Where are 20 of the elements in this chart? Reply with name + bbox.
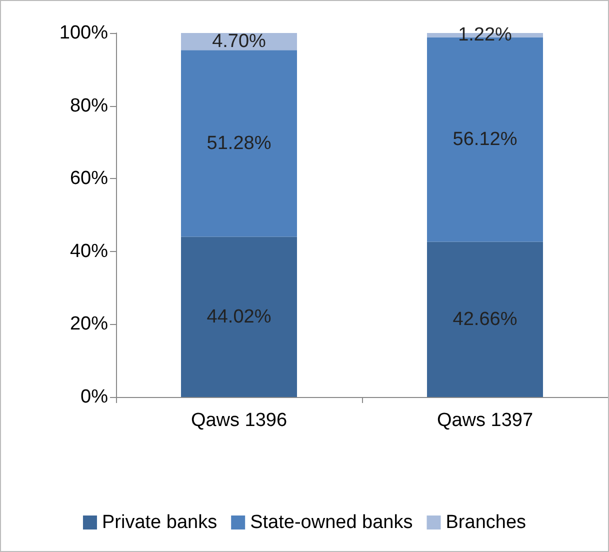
y-tick-label: 80% (70, 95, 108, 116)
data-label: 1.22% (458, 24, 512, 46)
y-tick-label: 100% (59, 22, 108, 44)
y-tick-label: 40% (70, 240, 108, 262)
y-tick-label: 60% (70, 168, 108, 190)
data-label: 56.12% (452, 129, 518, 150)
data-label: 51.28% (206, 132, 272, 154)
data-label: 42.66% (452, 308, 518, 330)
bar (181, 50, 297, 237)
y-tick-label: 20% (70, 314, 108, 335)
y-tick-label: 0% (80, 386, 108, 408)
data-label: 44.02% (206, 306, 272, 328)
x-tick-label: Qaws 1397 (436, 410, 534, 431)
x-tick-label: Qaws 1396 (190, 410, 288, 431)
legend-label: State-owned banks (250, 512, 413, 533)
legend-label: Branches (446, 512, 526, 533)
data-label: 4.70% (212, 31, 266, 52)
legend-label: Private banks (102, 512, 218, 533)
bar (427, 242, 543, 397)
bar (181, 236, 297, 397)
